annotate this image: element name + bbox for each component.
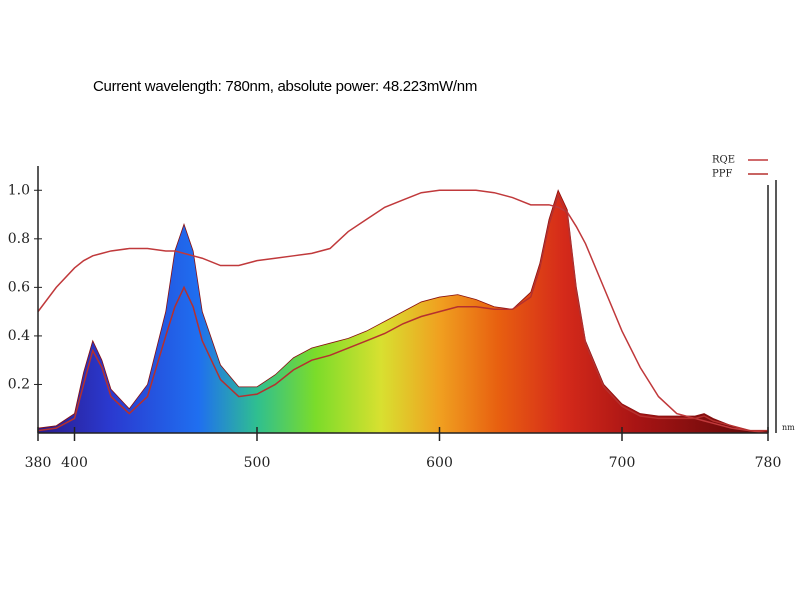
x-unit: nm (782, 423, 795, 432)
series-line (37, 189, 769, 434)
legend-label: RQE (712, 155, 735, 166)
x-tick-label: 700 (609, 455, 636, 471)
series-line (37, 193, 768, 432)
chart-title: Current wavelength: 780nm, absolute powe… (93, 78, 477, 95)
legend-label: PPF (712, 169, 732, 180)
y-tick-label: 1.0 (8, 182, 30, 198)
spectrum-area (37, 189, 769, 434)
y-tick-label: 0.6 (8, 279, 30, 295)
y-tick-label: 0.8 (8, 231, 30, 247)
x-tick-label: 600 (426, 455, 453, 471)
x-tick-label: 500 (244, 455, 271, 471)
x-tick-label: 400 (61, 455, 88, 471)
x-tick-label: 780 (755, 455, 782, 471)
x-tick-label: 380 (25, 455, 52, 471)
y-tick-label: 0.2 (8, 376, 30, 392)
y-tick-label: 0.4 (8, 328, 30, 344)
